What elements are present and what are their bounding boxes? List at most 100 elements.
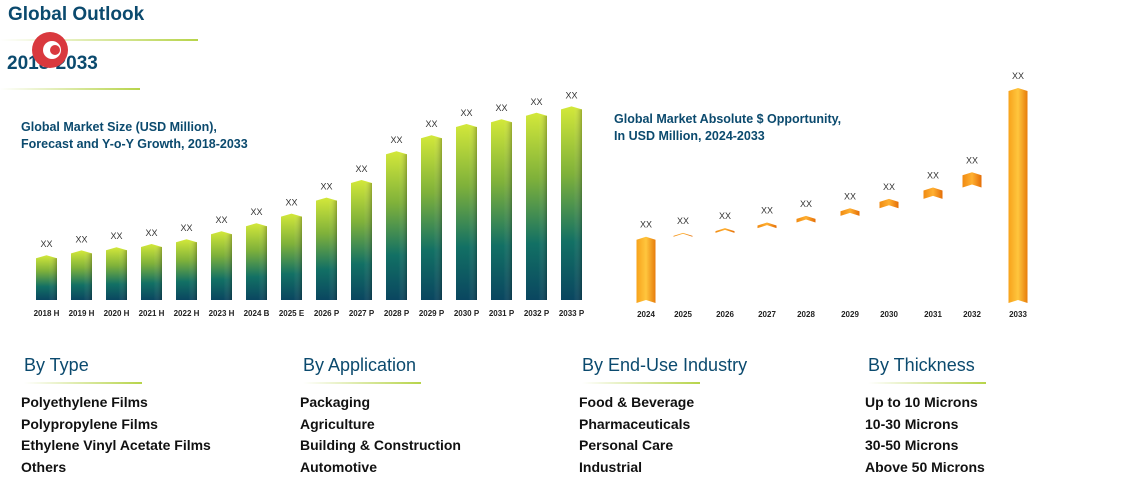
waterfall-group: XX 2030 bbox=[879, 182, 899, 319]
years-underline bbox=[0, 88, 140, 90]
waterfall-step-bar bbox=[757, 222, 777, 229]
waterfall-data-label: XX bbox=[719, 211, 731, 221]
bar-shade bbox=[386, 154, 407, 300]
x-tick-label: 2033 bbox=[1009, 310, 1027, 319]
bar-group: XX 2020 H bbox=[104, 231, 130, 318]
opportunity-chart: XX 2024 XX 2025 XX 2026 XX 2027 XX 2028 XX 2029 XX 20… bbox=[636, 71, 1028, 319]
x-tick-label: 2026 P bbox=[314, 309, 340, 318]
bar-data-label: XX bbox=[355, 164, 367, 174]
segment-item: Food & Beverage bbox=[579, 394, 695, 410]
bar-shade bbox=[316, 200, 337, 300]
segment-heading: By End-Use Industry bbox=[582, 355, 748, 375]
page-title: Global Outlook bbox=[8, 4, 145, 25]
bar-data-label: XX bbox=[145, 228, 157, 238]
segment-heading: By Type bbox=[24, 355, 89, 375]
segment-item: Polyethylene Films bbox=[21, 394, 148, 410]
x-tick-label: 2022 H bbox=[174, 309, 200, 318]
x-tick-label: 2026 bbox=[716, 310, 734, 319]
segment-item: 30-50 Microns bbox=[865, 437, 959, 454]
x-tick-label: 2021 H bbox=[139, 309, 165, 318]
bar-data-label: XX bbox=[285, 198, 297, 208]
market-size-chart: XX 2018 H XX 2019 H XX 2020 H XX 2021 H XX 2022 H… bbox=[34, 90, 585, 318]
x-tick-label: 2027 P bbox=[349, 309, 375, 318]
x-tick-label: 2025 bbox=[674, 310, 692, 319]
x-tick-label: 2025 E bbox=[279, 309, 305, 318]
bar-group: XX 2018 H bbox=[34, 239, 60, 318]
x-tick-label: 2030 bbox=[880, 310, 898, 319]
waterfall-data-label: XX bbox=[927, 170, 939, 180]
bar-data-label: XX bbox=[250, 207, 262, 217]
waterfall-group: XX 2029 bbox=[840, 191, 860, 319]
x-tick-label: 2023 H bbox=[209, 309, 235, 318]
waterfall-group: XX 2028 bbox=[796, 199, 816, 319]
waterfall-data-label: XX bbox=[800, 199, 812, 209]
x-tick-label: 2032 P bbox=[524, 309, 550, 318]
market-size-chart-title: Global Market Size (USD Million), Foreca… bbox=[21, 119, 248, 153]
bar-data-label: XX bbox=[180, 223, 192, 233]
x-tick-label: 2020 H bbox=[104, 309, 130, 318]
bar-data-label: XX bbox=[110, 231, 122, 241]
bar-shade bbox=[106, 250, 127, 300]
segment-heading: By Thickness bbox=[868, 355, 975, 375]
title-underline bbox=[0, 39, 198, 41]
x-tick-label: 2019 H bbox=[69, 309, 95, 318]
x-tick-label: 2018 H bbox=[34, 309, 60, 318]
bar-group: XX 2028 P bbox=[384, 135, 410, 318]
x-tick-label: 2024 bbox=[637, 310, 655, 319]
bar-shade bbox=[561, 109, 582, 301]
waterfall-step-bar bbox=[673, 232, 693, 237]
segment-item: Polypropylene Films bbox=[21, 415, 158, 432]
segment-underline bbox=[582, 382, 700, 384]
bar-shade bbox=[141, 247, 162, 300]
bar-group: XX 2022 H bbox=[174, 223, 200, 318]
bar-shade bbox=[526, 115, 547, 300]
bar-shade bbox=[491, 122, 512, 300]
bar-shade bbox=[281, 216, 302, 300]
waterfall-data-label: XX bbox=[677, 216, 689, 226]
x-tick-label: 2028 bbox=[797, 310, 815, 319]
waterfall-step-bar bbox=[715, 228, 735, 233]
bar-shade bbox=[421, 138, 442, 300]
brand-logo-icon bbox=[32, 32, 68, 68]
segment-item: Agriculture bbox=[300, 415, 375, 432]
bar-data-label: XX bbox=[460, 108, 472, 118]
x-tick-label: 2029 bbox=[841, 310, 859, 319]
bar-group: XX 2024 B bbox=[244, 207, 270, 318]
segment-underline bbox=[24, 382, 142, 384]
segment-item: Above 50 Microns bbox=[865, 459, 985, 476]
x-tick-label: 2030 P bbox=[454, 309, 480, 318]
bar-group: XX 2021 H bbox=[139, 228, 165, 318]
bar-data-label: XX bbox=[390, 135, 402, 145]
x-tick-label: 2027 bbox=[758, 310, 776, 319]
waterfall-step-bar bbox=[840, 208, 860, 216]
opportunity-title-line1: Global Market Absolute $ Opportunity, bbox=[614, 112, 842, 126]
bar-group: XX 2026 P bbox=[314, 182, 340, 318]
waterfall-group: XX 2032 bbox=[962, 155, 982, 319]
segment-item: Up to 10 Microns bbox=[865, 394, 978, 410]
waterfall-group: XX 2026 bbox=[715, 211, 735, 319]
x-tick-label: 2024 B bbox=[244, 309, 270, 318]
waterfall-step-bar bbox=[962, 172, 982, 188]
waterfall-group: XX 2024 bbox=[636, 220, 656, 319]
waterfall-data-label: XX bbox=[966, 155, 978, 165]
x-tick-label: 2031 P bbox=[489, 309, 515, 318]
bar-shade bbox=[351, 183, 372, 300]
bar-group: XX 2025 E bbox=[279, 198, 305, 318]
bar-group: XX 2033 P bbox=[559, 90, 585, 318]
x-tick-label: 2028 P bbox=[384, 309, 410, 318]
bar-shade bbox=[456, 127, 477, 300]
bar-data-label: XX bbox=[320, 182, 332, 192]
waterfall-group: XX 2027 bbox=[757, 205, 777, 319]
segment-item: 10-30 Microns bbox=[865, 415, 959, 432]
market-size-title-line2: Forecast and Y-o-Y Growth, 2018-2033 bbox=[21, 137, 248, 151]
waterfall-data-label: XX bbox=[844, 191, 856, 201]
bar-data-label: XX bbox=[530, 97, 542, 107]
waterfall-total-bar bbox=[1008, 88, 1028, 303]
segment-item: Others bbox=[21, 459, 67, 476]
segment-underline bbox=[868, 382, 986, 384]
waterfall-step-bar bbox=[923, 187, 943, 199]
waterfall-total-bar bbox=[636, 236, 656, 303]
waterfall-step-bar bbox=[796, 215, 816, 223]
waterfall-group: XX 2025 bbox=[673, 216, 693, 319]
waterfall-data-label: XX bbox=[640, 220, 652, 230]
